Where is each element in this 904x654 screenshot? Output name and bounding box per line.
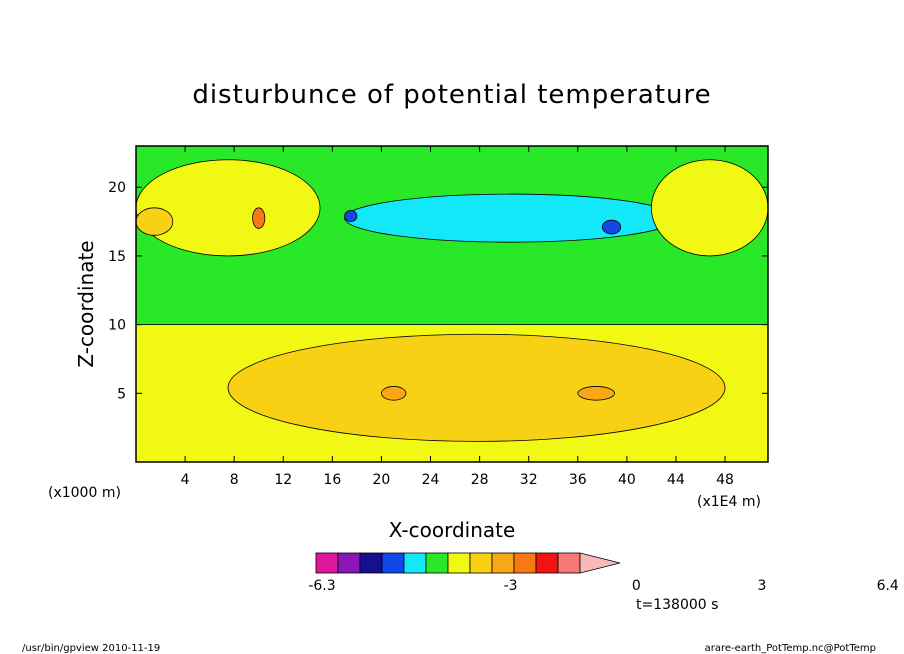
x-unit-right: (x1E4 m) <box>697 494 761 510</box>
y-tick-label: 20 <box>108 180 126 196</box>
x-tick-label: 20 <box>373 472 391 488</box>
colorbar-swatch <box>491 552 515 574</box>
contour-region <box>136 207 174 236</box>
footer-right: arare-earth_PotTemp.nc@PotTemp <box>705 643 876 654</box>
colorbar-swatch <box>579 552 621 574</box>
y-axis: 5 10 15 20 <box>108 180 768 402</box>
chart-title: disturbunce of potential temperature <box>192 80 711 110</box>
colorbar-label: 3 <box>758 578 767 594</box>
x-tick-label: 44 <box>667 472 685 488</box>
plot-frame <box>135 145 769 463</box>
x-tick-label: 36 <box>569 472 587 488</box>
contour-regions <box>136 146 768 462</box>
colorbar-label: 6.4 <box>877 578 899 594</box>
colorbar-swatch <box>469 552 493 574</box>
y-tick-label: 5 <box>117 386 126 402</box>
x-tick-label: 48 <box>716 472 734 488</box>
x-tick-label: 32 <box>520 472 538 488</box>
colorbar-swatch <box>315 552 339 574</box>
colorbar-label: -3 <box>504 578 518 594</box>
colorbar-swatch <box>513 552 537 574</box>
colorbar-label: -6.3 <box>308 578 335 594</box>
colorbar-swatch <box>447 552 471 574</box>
x-tick-label: 40 <box>618 472 636 488</box>
y-axis-label: Z-coordinate <box>74 240 98 367</box>
contour-region <box>651 159 768 257</box>
colorbar-label: 0 <box>632 578 641 594</box>
time-label: t=138000 s <box>636 597 718 613</box>
colorbar: -6.3 -3 0 3 6.4 <box>308 552 899 594</box>
x-unit-left: (x1000 m) <box>48 485 121 501</box>
x-tick-label: 24 <box>422 472 440 488</box>
contour-region <box>344 210 358 222</box>
colorbar-swatch <box>359 552 383 574</box>
contour-region <box>601 219 622 235</box>
contour-region <box>381 386 407 401</box>
contour-region <box>227 333 726 442</box>
contour-region <box>577 386 616 401</box>
x-axis-label: X-coordinate <box>389 518 516 542</box>
footer-left: /usr/bin/gpview 2010-11-19 <box>22 643 160 654</box>
x-tick-label: 28 <box>471 472 489 488</box>
x-tick-label: 8 <box>230 472 239 488</box>
plot-area <box>136 146 768 462</box>
x-tick-label: 4 <box>181 472 190 488</box>
x-axis: 4 8 12 16 20 24 28 32 36 40 44 48 <box>181 146 734 488</box>
contour-region <box>136 159 321 257</box>
colorbar-swatch <box>535 552 559 574</box>
x-tick-label: 16 <box>323 472 341 488</box>
colorbar-swatch <box>557 552 581 574</box>
colorbar-swatch <box>403 552 427 574</box>
y-tick-label: 15 <box>108 249 126 265</box>
colorbar-swatch <box>337 552 361 574</box>
y-tick-label: 10 <box>108 318 126 334</box>
contour-region <box>252 207 266 229</box>
colorbar-swatch <box>381 552 405 574</box>
x-tick-label: 12 <box>274 472 292 488</box>
contour-region <box>344 193 677 243</box>
colorbar-swatch <box>425 552 449 574</box>
